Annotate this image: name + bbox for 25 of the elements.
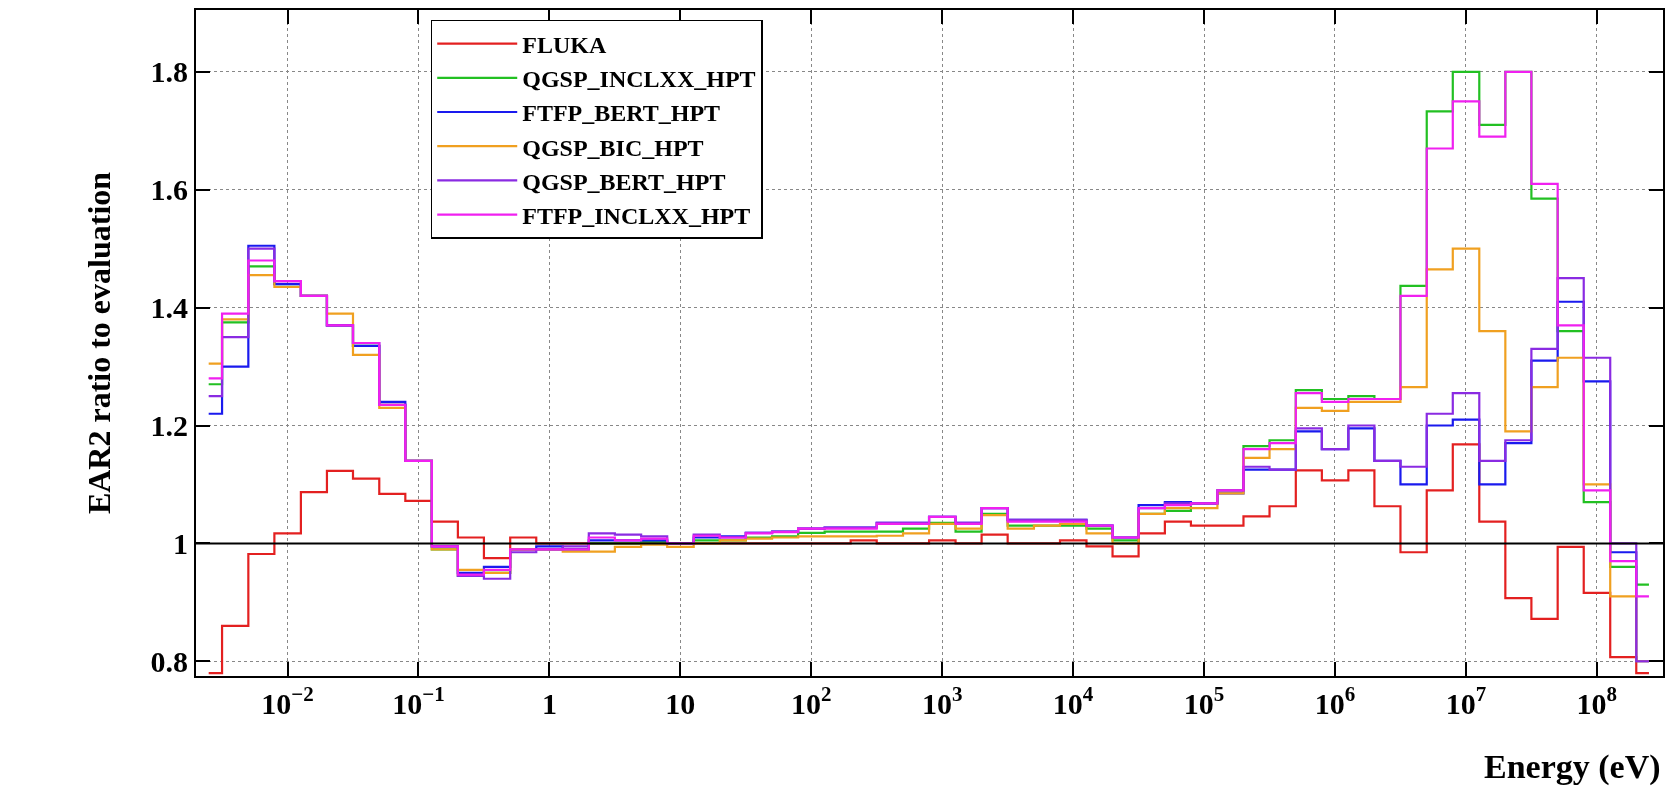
- x-tick-label: 10$^{3}$: [921, 682, 963, 720]
- y-axis-title: EAR2 ratio to evaluation: [81, 171, 118, 515]
- x-tick-label: 1: [541, 687, 557, 720]
- y-tick-label: 1.6: [150, 173, 188, 207]
- legend-label: FTFP_INCLXX_HPT: [522, 202, 751, 229]
- y-tick-label: 1.4: [150, 291, 188, 325]
- legend-label: QGSP_INCLXX_HPT: [522, 66, 756, 93]
- legend-label: FTFP_BERT_HPT: [522, 100, 721, 127]
- x-tick-label: 10$^{−2}$: [261, 682, 314, 720]
- x-tick-label: 10$^{5}$: [1183, 682, 1225, 720]
- x-tick-label: 10$^{8}$: [1576, 682, 1618, 720]
- x-tick-label: 10: [665, 687, 696, 720]
- x-axis-title: Energy (eV): [1484, 748, 1661, 786]
- y-tick-label: 1.8: [150, 55, 188, 89]
- legend-label: QGSP_BIC_HPT: [522, 134, 704, 161]
- x-tick-label: 10$^{4}$: [1052, 682, 1094, 720]
- x-tick-label: 10$^{2}$: [791, 682, 832, 720]
- legend-label: FLUKA: [522, 31, 607, 58]
- y-tick-label: 0.8: [150, 644, 188, 678]
- x-tick-label: 10$^{6}$: [1314, 682, 1356, 720]
- y-tick-label: 1.2: [150, 409, 188, 443]
- x-tick-label: 10$^{7}$: [1445, 682, 1487, 720]
- legend-label: QGSP_BERT_HPT: [522, 168, 726, 195]
- x-tick-label: 10$^{−1}$: [392, 682, 445, 720]
- y-tick-label: 1: [173, 526, 188, 560]
